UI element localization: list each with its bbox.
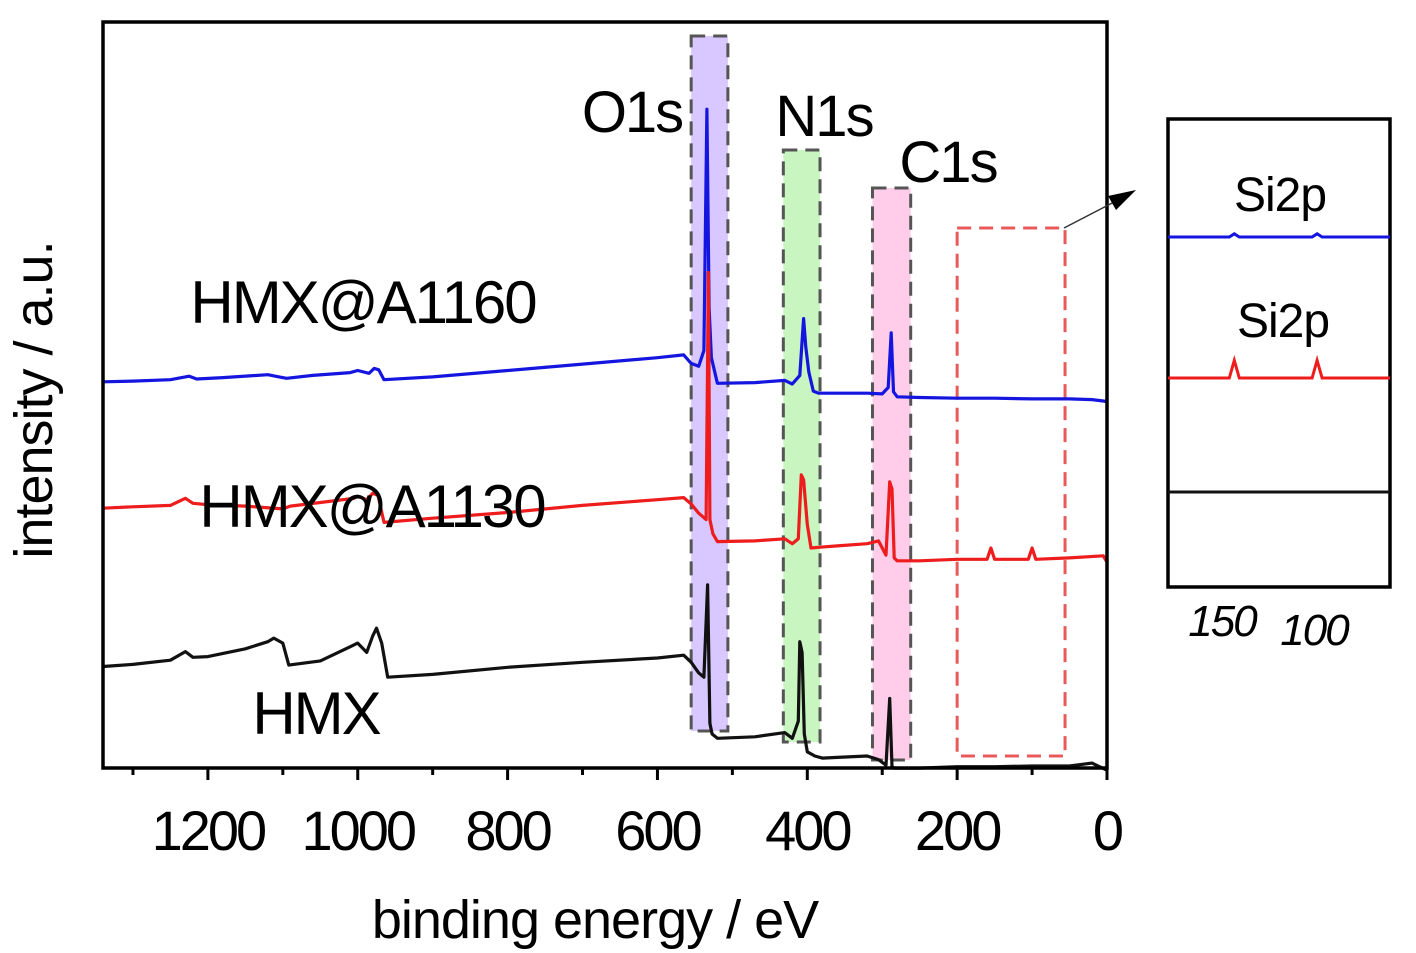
zoom-region-box: [955, 226, 1067, 758]
inset-label-si2p-top: Si2p: [1234, 169, 1326, 222]
x-axis-ticks: [131, 768, 1109, 780]
x-tick-label: 200: [915, 799, 1000, 862]
peak-label-o1s: O1s: [582, 80, 682, 145]
x-axis-title: binding energy / eV: [372, 890, 819, 950]
inset-frame: [1166, 117, 1392, 589]
y-axis-title: intensity / a.u.: [4, 241, 64, 558]
series-label-hmx-a1130: HMX@A1130: [199, 473, 545, 540]
zoom-arrow-line: [1063, 199, 1119, 229]
x-axis-tick-labels: 1200 1000 800 600 400 200 0: [152, 799, 1125, 862]
x-tick-label: 800: [465, 799, 550, 862]
x-tick-label: 0: [1093, 799, 1122, 862]
inset-tick-150: 150: [1188, 597, 1258, 646]
series-label-hmx: HMX: [252, 680, 380, 747]
series-label-hmx-a1160: HMX@A1160: [190, 269, 536, 336]
series-line-hmx-a1130: [102, 270, 1109, 564]
x-tick-label: 400: [765, 799, 850, 862]
x-tick-label: 1000: [301, 799, 414, 862]
inset-zoom-panel: Si2p Si2p 150 100: [1166, 117, 1392, 655]
x-tick-label: 600: [615, 799, 700, 862]
peak-label-c1s: C1s: [899, 130, 996, 195]
peak-label-n1s: N1s: [775, 84, 872, 149]
c1s-region: [870, 186, 913, 762]
plot-frame: [101, 20, 1109, 770]
inset-tick-100: 100: [1280, 606, 1350, 655]
inset-label-si2p-middle: Si2p: [1237, 295, 1329, 348]
zoom-arrow-head: [1108, 190, 1136, 210]
inset-line-hmx-a1160: [1168, 232, 1390, 239]
x-tick-label: 1200: [152, 799, 265, 862]
inset-line-hmx-a1130: [1168, 354, 1390, 380]
